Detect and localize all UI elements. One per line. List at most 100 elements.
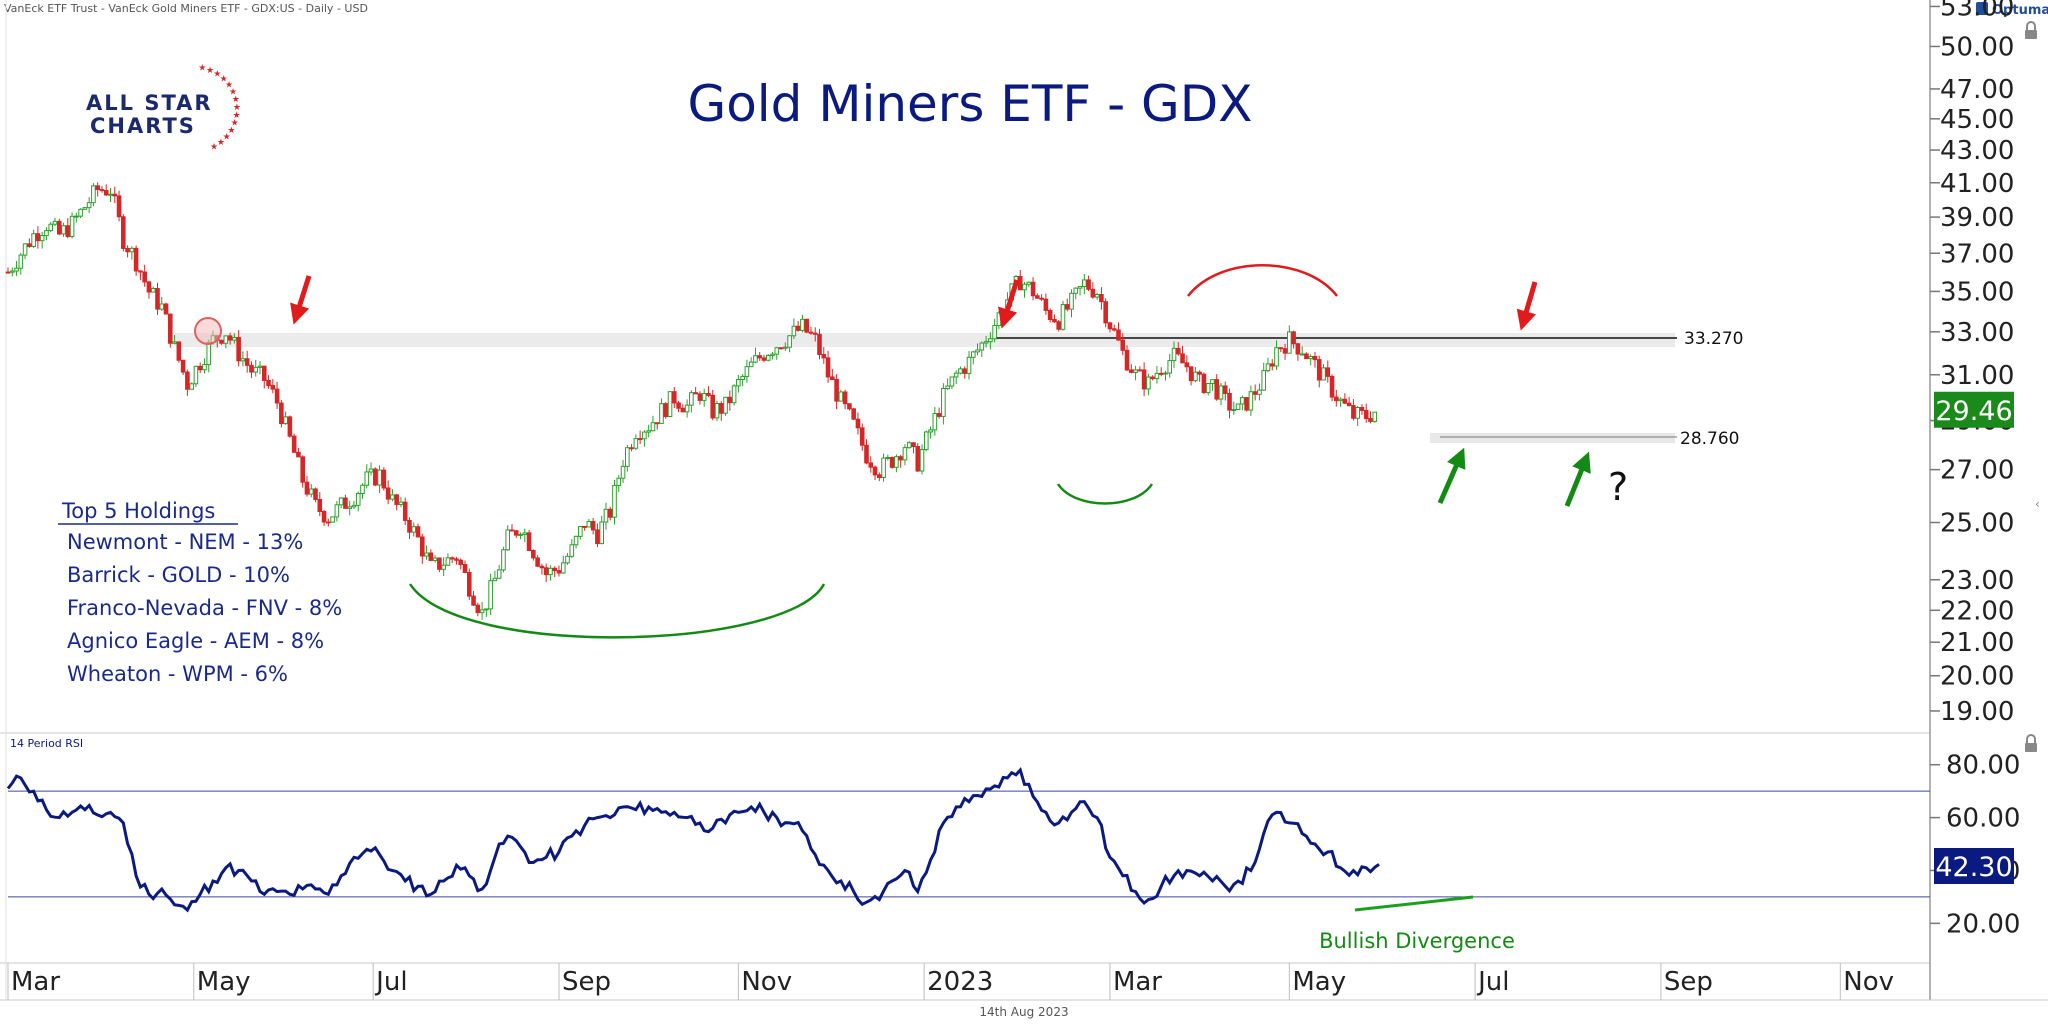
- candle-body: [646, 430, 651, 433]
- candle-body: [599, 521, 604, 545]
- candle-body: [569, 544, 575, 557]
- candle-body: [834, 378, 839, 402]
- candle-body: [684, 404, 690, 413]
- candle-body: [227, 335, 233, 341]
- candle-body: [603, 508, 609, 523]
- candle-body: [565, 555, 570, 564]
- candle-body: [138, 270, 143, 273]
- candle-body: [261, 365, 267, 381]
- candle-body: [590, 521, 596, 531]
- candle-body: [804, 318, 809, 333]
- candle-body: [402, 501, 408, 521]
- candle-body: [479, 609, 485, 614]
- collapse-arrow-icon[interactable]: ‹: [2035, 497, 2040, 511]
- candle-body: [1163, 372, 1168, 375]
- candle-body: [607, 508, 613, 518]
- divergence-line: [1354, 895, 1474, 912]
- candle-body: [291, 435, 297, 453]
- candle-body: [360, 484, 365, 494]
- candle-body: [509, 529, 515, 532]
- candle-body: [390, 494, 395, 500]
- candle-body: [364, 471, 370, 486]
- candle-body: [911, 442, 916, 448]
- question-mark: ?: [1608, 465, 1628, 509]
- y-tick-label: 25.00: [1940, 508, 2014, 538]
- optuma-label: Optuma: [1992, 3, 2048, 18]
- y-tick-label: 47.00: [1940, 75, 2014, 105]
- candle-body: [1214, 379, 1220, 400]
- price-y-axis: 19.0020.0021.0022.0023.0025.0027.0029.00…: [1930, 0, 2014, 727]
- candle-body: [142, 271, 147, 283]
- candle-body: [1282, 348, 1288, 354]
- candle-body: [236, 337, 241, 362]
- candle-body: [693, 392, 698, 395]
- candle-body: [723, 396, 728, 414]
- candle-body: [1193, 371, 1198, 382]
- candle-body: [159, 303, 165, 310]
- candle-body: [91, 185, 96, 204]
- lock-icon[interactable]: [2025, 21, 2037, 39]
- candle-body: [279, 402, 284, 425]
- candle-body: [394, 494, 399, 505]
- candle-body: [868, 462, 874, 468]
- optuma-brand: Optuma: [1976, 2, 2048, 18]
- red-arrow-jan: [998, 279, 1020, 329]
- candle-body: [936, 413, 942, 417]
- candle-body: [953, 372, 959, 378]
- candle-body: [381, 469, 387, 489]
- lock-icon[interactable]: [2025, 734, 2037, 752]
- y-tick-label: 41.00: [1940, 169, 2014, 199]
- candle-body: [522, 532, 528, 535]
- candle-body: [449, 557, 455, 560]
- candle-body: [1158, 372, 1164, 375]
- logo-star-icon: ★: [225, 80, 233, 90]
- y-tick-label: 50.00: [1940, 32, 2014, 62]
- y-tick-label: 53.00: [1940, 0, 2014, 22]
- candle-body: [787, 335, 792, 348]
- candle-body: [368, 468, 374, 473]
- candle-body: [35, 233, 41, 242]
- logo-star-arc: ★ ★ ★★★★★★★★★★★★: [198, 64, 241, 153]
- candle-body: [1073, 287, 1079, 294]
- y-tick-label: 43.00: [1940, 136, 2014, 166]
- candle-body: [1257, 389, 1262, 395]
- logo-star-icon: ★: [198, 64, 206, 74]
- x-tick-label: Nov: [1843, 967, 1894, 997]
- green-arrow-jun: [1437, 447, 1466, 505]
- candle-body: [642, 431, 647, 440]
- candle-body: [249, 364, 254, 373]
- candle-body: [689, 392, 694, 406]
- candle-body: [962, 368, 968, 374]
- candle-body: [197, 365, 203, 371]
- candle-body: [1244, 397, 1249, 411]
- resistance-level-label: 33.270: [1684, 329, 1743, 349]
- candle-body: [877, 474, 882, 479]
- candle-body: [979, 342, 985, 351]
- candle-body: [902, 447, 908, 461]
- y-tick-label: 27.00: [1940, 456, 2014, 486]
- candle-body: [625, 447, 630, 467]
- candle-body: [411, 526, 417, 533]
- candle-body: [1086, 279, 1091, 290]
- resistance-zone: [175, 333, 1675, 347]
- candle-body: [496, 569, 502, 579]
- candle-body: [1368, 418, 1373, 422]
- candle-body: [150, 288, 156, 293]
- candle-body: [885, 456, 891, 459]
- candle-body: [659, 403, 664, 424]
- candle-body: [663, 403, 669, 417]
- candle-body: [582, 525, 587, 528]
- candle-body: [1137, 369, 1143, 372]
- candle-body: [484, 608, 489, 611]
- candle-body: [595, 529, 600, 545]
- candle-body: [748, 361, 754, 368]
- y-tick-label: 39.00: [1940, 203, 2014, 233]
- candle-body: [1325, 367, 1331, 377]
- red-arrow-jul: [1516, 281, 1538, 331]
- candle-body: [894, 456, 899, 468]
- candle-body: [770, 353, 775, 356]
- candle-body: [505, 529, 511, 551]
- candle-body: [86, 202, 92, 209]
- logo-star-icon: ★: [233, 111, 241, 121]
